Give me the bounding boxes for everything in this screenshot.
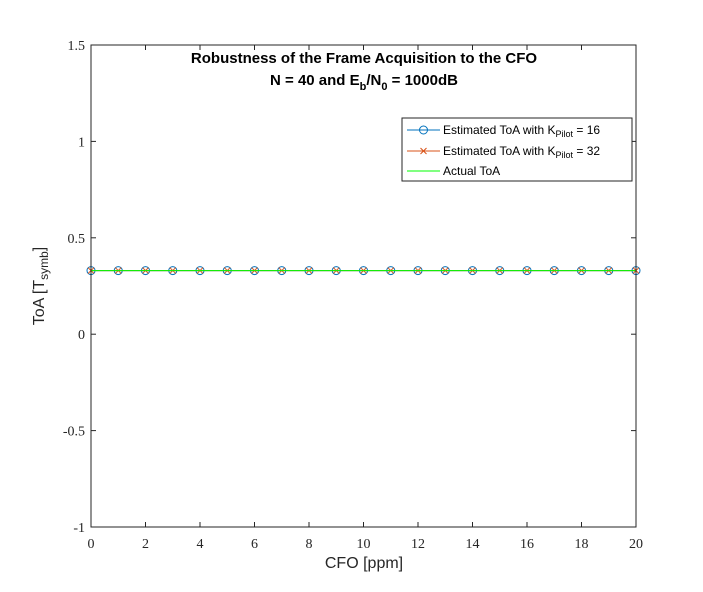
legend-entry-1: Estimated ToA with KPilot = 16 — [407, 123, 600, 139]
legend-label-3: Actual ToA — [443, 164, 500, 178]
y-tick-label: 0 — [78, 328, 85, 343]
axes-box — [90, 44, 637, 528]
legend-x-marker — [420, 147, 427, 155]
x-tick-label: 12 — [411, 537, 425, 552]
legend-label-2: Estimated ToA with KPilot = 32 — [443, 144, 600, 160]
x-tick-label: 20 — [629, 537, 643, 552]
legend: Estimated ToA with KPilot = 16 Estimated… — [401, 117, 633, 182]
legend-label-1: Estimated ToA with KPilot = 16 — [443, 123, 600, 139]
axes-frame — [90, 44, 637, 528]
y-tick-label: -0.5 — [63, 425, 85, 440]
y-tick-label: 1 — [78, 135, 85, 150]
tick-labels: 0 2 4 6 8 10 12 14 16 18 20 -1 -0.5 0 0.5 1 1.5 — [63, 39, 643, 552]
x-tick-label: 0 — [88, 537, 95, 552]
x-tick-label: 16 — [520, 537, 534, 552]
y-tick-label: 0.5 — [68, 232, 86, 247]
legend-circle-marker — [419, 125, 428, 135]
x-axis-label: CFO [ppm] — [325, 555, 403, 572]
plot-area — [91, 45, 636, 527]
x-tick-label: 18 — [575, 537, 589, 552]
y-axis-label: ToA [Tsymb] — [31, 247, 51, 325]
chart-title-line1: Robustness of the Frame Acquisition to t… — [191, 50, 537, 67]
x-tick-label: 2 — [142, 537, 149, 552]
legend-entry-2: Estimated ToA with KPilot = 32 — [407, 144, 600, 160]
x-tick-label: 6 — [251, 537, 258, 552]
chart-title-line2: N = 40 and Eb/N0 = 1000dB — [270, 72, 458, 93]
x-tick-label: 4 — [197, 537, 204, 552]
legend-entry-3: Actual ToA — [407, 164, 500, 178]
legend-box — [401, 117, 633, 182]
plot-background — [91, 45, 636, 527]
y-tick-label: -1 — [73, 521, 85, 536]
y-tick-label: 1.5 — [68, 39, 86, 54]
x-tick-label: 8 — [306, 537, 313, 552]
x-tick-label: 14 — [466, 537, 480, 552]
x-tick-label: 10 — [357, 537, 371, 552]
